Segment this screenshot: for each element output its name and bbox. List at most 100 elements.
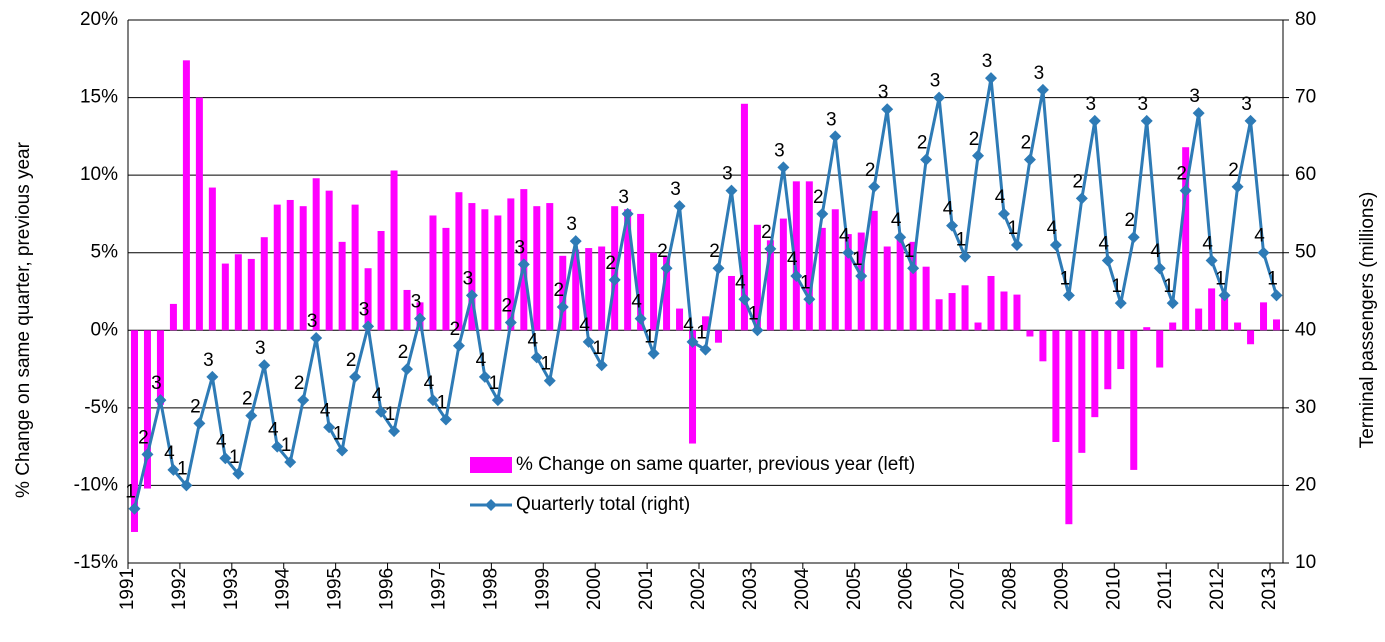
x-tick-label: 2002 — [688, 568, 709, 610]
bar — [1156, 330, 1164, 368]
marker — [621, 207, 634, 220]
bar — [792, 181, 800, 331]
marker — [167, 463, 180, 476]
data-label: 4 — [320, 400, 331, 421]
bar — [364, 268, 372, 331]
x-tick-label: 2007 — [948, 568, 969, 610]
bar — [1195, 308, 1203, 331]
bar — [676, 308, 684, 331]
bar — [753, 224, 761, 331]
data-label: 4 — [787, 249, 798, 270]
bar — [948, 293, 956, 331]
data-label: 4 — [268, 420, 279, 441]
data-label: 1 — [385, 404, 396, 425]
bar — [507, 198, 515, 331]
marker — [517, 258, 530, 271]
data-label: 1 — [125, 482, 136, 503]
bar — [624, 209, 632, 331]
bar — [844, 234, 852, 331]
marker — [933, 91, 946, 104]
bar — [935, 299, 943, 331]
bar — [961, 285, 969, 331]
marker — [1140, 114, 1153, 127]
bar — [779, 218, 787, 331]
bar — [260, 237, 268, 331]
bar — [533, 206, 541, 331]
bar — [455, 192, 463, 331]
y-tick-label: 15% — [80, 87, 118, 108]
marker — [530, 351, 543, 364]
bar — [1117, 330, 1125, 370]
marker — [985, 72, 998, 85]
data-label: 3 — [463, 268, 474, 289]
marker — [712, 262, 725, 275]
y2-tick-label: 70 — [1295, 87, 1316, 108]
marker — [660, 262, 673, 275]
data-label: 3 — [566, 214, 577, 235]
marker — [738, 293, 751, 306]
bar — [247, 258, 255, 331]
data-label: 2 — [502, 296, 513, 317]
bar — [987, 275, 995, 331]
marker — [1218, 289, 1231, 302]
data-label: 2 — [294, 373, 305, 394]
bar — [637, 213, 645, 331]
marker — [1023, 153, 1036, 166]
data-label: 4 — [372, 385, 383, 406]
x-tick-label: 1994 — [273, 567, 294, 610]
data-label: 3 — [930, 71, 941, 92]
marker — [1179, 184, 1192, 197]
marker — [219, 452, 232, 465]
bar — [1208, 288, 1216, 331]
data-label: 3 — [878, 82, 889, 103]
bar — [1065, 330, 1073, 525]
marker — [401, 363, 414, 376]
data-label: 2 — [553, 280, 564, 301]
marker — [803, 293, 816, 306]
marker — [154, 394, 167, 407]
data-label: 3 — [255, 338, 266, 359]
bar — [143, 330, 151, 489]
marker — [206, 370, 219, 383]
bar — [883, 246, 891, 331]
bar — [338, 241, 346, 331]
data-label: 2 — [242, 389, 253, 410]
bar — [546, 203, 554, 331]
bar — [870, 210, 878, 331]
x-tick-label: 1991 — [117, 568, 138, 610]
data-label: 4 — [683, 315, 694, 336]
x-tick-label: 2005 — [844, 568, 865, 610]
bar — [1169, 322, 1177, 331]
legend-marker — [485, 499, 497, 511]
bar — [1078, 330, 1086, 453]
data-label: 2 — [761, 222, 772, 243]
marker — [1101, 254, 1114, 267]
marker — [1270, 289, 1283, 302]
data-label: 4 — [579, 315, 590, 336]
bar — [1221, 294, 1229, 331]
marker — [452, 339, 465, 352]
legend-label: Quarterly total (right) — [516, 494, 690, 515]
y2-axis-title: Terminal passengers (millions) — [1357, 192, 1378, 449]
marker — [1244, 114, 1257, 127]
marker — [1114, 297, 1127, 310]
marker — [1192, 107, 1205, 120]
bar — [221, 263, 229, 331]
data-label: 1 — [1267, 268, 1278, 289]
marker — [842, 246, 855, 259]
marker — [491, 394, 504, 407]
marker — [634, 312, 647, 325]
x-tick-label: 2011 — [1155, 569, 1176, 610]
x-tick-label: 2001 — [636, 568, 657, 610]
data-label: 3 — [1241, 94, 1252, 115]
data-label: 2 — [450, 319, 461, 340]
marker — [972, 149, 985, 162]
marker — [128, 502, 141, 515]
marker — [1075, 192, 1088, 205]
bar — [494, 215, 502, 331]
marker — [946, 219, 959, 232]
y2-tick-label: 30 — [1295, 397, 1316, 418]
bar — [650, 252, 658, 331]
bar — [390, 170, 398, 331]
